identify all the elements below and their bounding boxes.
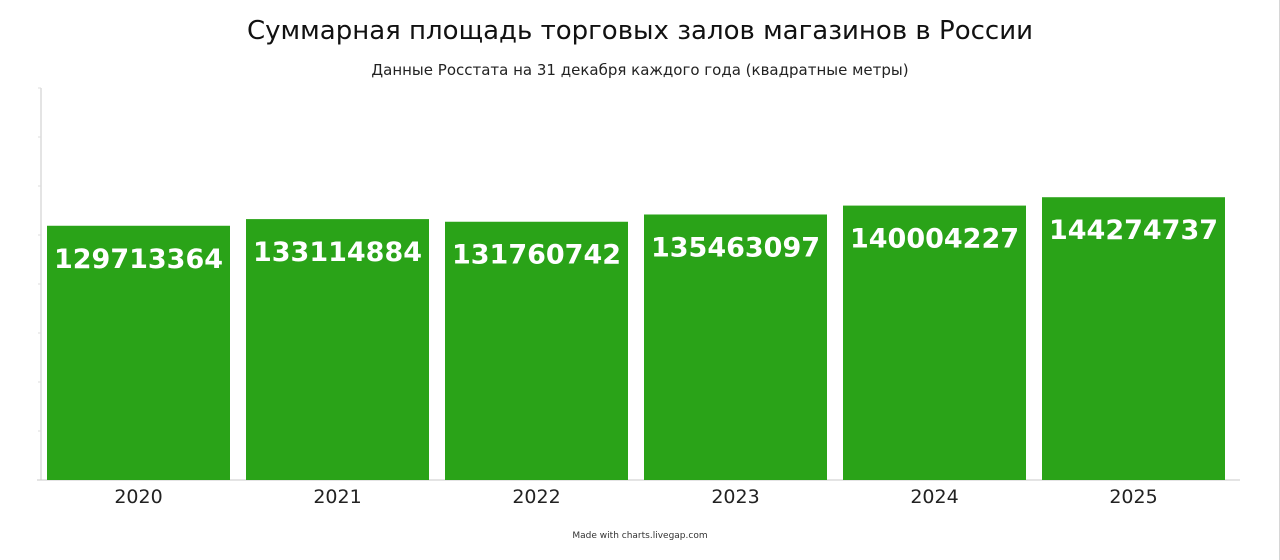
bar-chart: 129713364 2020 133114884 2021 131760742 2022 1… (37, 87, 1240, 508)
x-tick-label: 2024 (910, 486, 958, 508)
footer-credit: Made with charts.livegap.com (572, 531, 708, 541)
x-tick-label: 2020 (114, 486, 162, 508)
x-tick-label: 2023 (711, 486, 759, 508)
data-label: 131760742 (452, 240, 621, 271)
data-label: 140004227 (850, 224, 1019, 255)
bar (246, 219, 429, 480)
bar (1042, 197, 1225, 481)
x-tick-label: 2022 (512, 486, 560, 508)
x-tick-label: 2025 (1109, 486, 1157, 508)
chart-title: Суммарная площадь торговых залов магазин… (247, 16, 1033, 46)
bar (843, 205, 1026, 480)
data-label: 135463097 (651, 232, 820, 263)
chart-subtitle: Данные Росстата на 31 декабря каждого го… (371, 61, 909, 79)
bar (644, 214, 827, 481)
data-label: 129713364 (54, 244, 223, 275)
bar (47, 225, 230, 480)
data-label: 133114884 (253, 237, 422, 268)
bar (445, 221, 628, 480)
x-tick-label: 2021 (313, 486, 361, 508)
data-label: 144274737 (1049, 215, 1218, 246)
